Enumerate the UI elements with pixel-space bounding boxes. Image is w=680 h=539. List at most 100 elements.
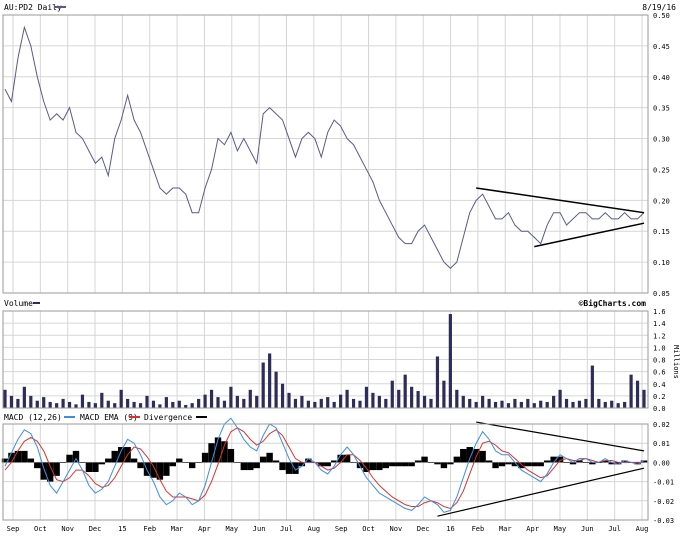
volume-y-axis: 1.6 1.4 1.2 1.0 0.8 0.6 0.4 0.2 0.0: [653, 308, 666, 413]
volume-bar: [22, 386, 26, 408]
x-tick-label: Aug: [307, 525, 320, 533]
volume-bar: [216, 397, 220, 408]
volume-bar: [55, 403, 59, 408]
volume-bar: [603, 401, 607, 408]
volume-bar: [3, 389, 7, 408]
divergence-bar: [34, 462, 41, 469]
x-tick-label: May: [554, 525, 567, 533]
divergence-bar: [214, 437, 222, 463]
y-tick-label: -0.03: [653, 517, 674, 525]
divergence-bar: [389, 462, 396, 467]
volume-bar: [461, 395, 465, 408]
divergence-bar: [130, 458, 138, 463]
x-tick-label: Feb: [472, 525, 485, 533]
macd-trendline: [437, 467, 645, 517]
divergence-bar: [59, 462, 67, 463]
x-tick-label: Apr: [198, 525, 211, 533]
y-tick-label: 0.6: [653, 369, 666, 377]
divergence-bar: [266, 452, 273, 463]
volume-bar: [564, 398, 569, 408]
divergence-bar: [234, 462, 241, 463]
volume-bar: [222, 400, 227, 408]
divergence-bar: [156, 462, 164, 480]
volume-bar: [429, 398, 433, 408]
y-tick-label: 0.35: [653, 105, 670, 113]
volume-bar: [577, 400, 582, 408]
volume-bar: [642, 389, 646, 408]
volume-bar: [623, 401, 627, 408]
divergence-bar: [72, 450, 80, 463]
price-title-text: AU:PD2 Daily: [4, 3, 62, 12]
y-tick-label: 0.4: [653, 381, 666, 389]
divergence-bar: [621, 460, 628, 463]
divergence-bar: [337, 454, 344, 463]
y-tick-label: 0.30: [653, 136, 670, 144]
divergence-bar: [176, 458, 183, 463]
divergence-bar: [343, 454, 351, 463]
divergence-bar: [8, 452, 15, 463]
panel-border: [2, 310, 649, 409]
volume-bar: [132, 401, 136, 408]
volume-bar: [184, 404, 188, 408]
divergence-bar: [485, 460, 493, 463]
divergence-bar: [408, 462, 415, 467]
divergence-bar: [111, 450, 118, 463]
divergence-bar: [505, 462, 512, 465]
volume-bar: [513, 398, 517, 408]
divergence-bar: [259, 456, 267, 463]
x-axis: Sep Oct Nov Dec 15 Feb Mar Apr May Jun Jul Aug Sep Oc…: [7, 525, 649, 533]
volume-bar: [177, 400, 181, 408]
x-tick-label: Aug: [636, 525, 649, 533]
price-grid: [3, 14, 648, 294]
divergence-legend-text: Divergence: [144, 413, 192, 422]
divergence-bar: [79, 462, 86, 463]
divergence-bar: [447, 462, 454, 465]
ema-legend-text: MACD EMA (9): [80, 413, 138, 422]
volume-bar: [506, 403, 511, 408]
volume-bar: [371, 392, 375, 408]
price-y-axis: 0.50 0.45 0.40 0.35 0.30 0.25 0.20 0.15 0.10 0.05: [653, 12, 670, 298]
volume-bar: [300, 395, 304, 408]
bigcharts-credit: ©BigCharts.com: [579, 298, 647, 308]
volume-bar: [313, 401, 317, 408]
divergence-bar: [608, 462, 615, 465]
panel-border: [2, 423, 649, 521]
volume-bar: [448, 314, 452, 408]
divergence-bar: [421, 456, 428, 463]
volume-bar: [203, 394, 207, 408]
volume-bar: [390, 380, 394, 408]
x-tick-label: Nov: [390, 525, 403, 533]
y-tick-label: 0.2: [653, 393, 666, 401]
volume-bar: [358, 400, 362, 408]
volume-bar: [351, 398, 356, 408]
volume-bar: [306, 400, 310, 408]
x-tick-label: Nov: [61, 525, 74, 533]
divergence-bar: [479, 450, 486, 463]
volume-bar: [197, 398, 201, 408]
volume-bar: [48, 401, 52, 408]
price-trendline: [476, 187, 645, 214]
divergence-bar: [137, 462, 144, 469]
divergence-bar: [208, 443, 215, 463]
volume-bar: [474, 401, 478, 408]
volume-bar: [558, 389, 562, 408]
volume-bar: [493, 401, 498, 408]
volume-bar: [539, 400, 543, 408]
volume-bar: [119, 389, 123, 408]
volume-bar: [435, 356, 440, 408]
divergence-bar: [363, 462, 370, 472]
volume-bar: [280, 383, 285, 408]
divergence-bar: [53, 462, 60, 476]
divergence-bar: [14, 450, 22, 463]
volume-bar: [487, 398, 491, 408]
y-tick-label: 0.20: [653, 197, 670, 205]
macd-trendline: [476, 421, 645, 452]
volume-bar: [397, 389, 401, 408]
y-tick-label: 0.0: [653, 405, 666, 413]
y-tick-label: -0.01: [653, 479, 674, 487]
x-tick-label: Sep: [335, 525, 348, 533]
volume-bar: [616, 403, 620, 408]
y-tick-label: 1.6: [653, 308, 666, 316]
volume-bar: [190, 403, 194, 408]
